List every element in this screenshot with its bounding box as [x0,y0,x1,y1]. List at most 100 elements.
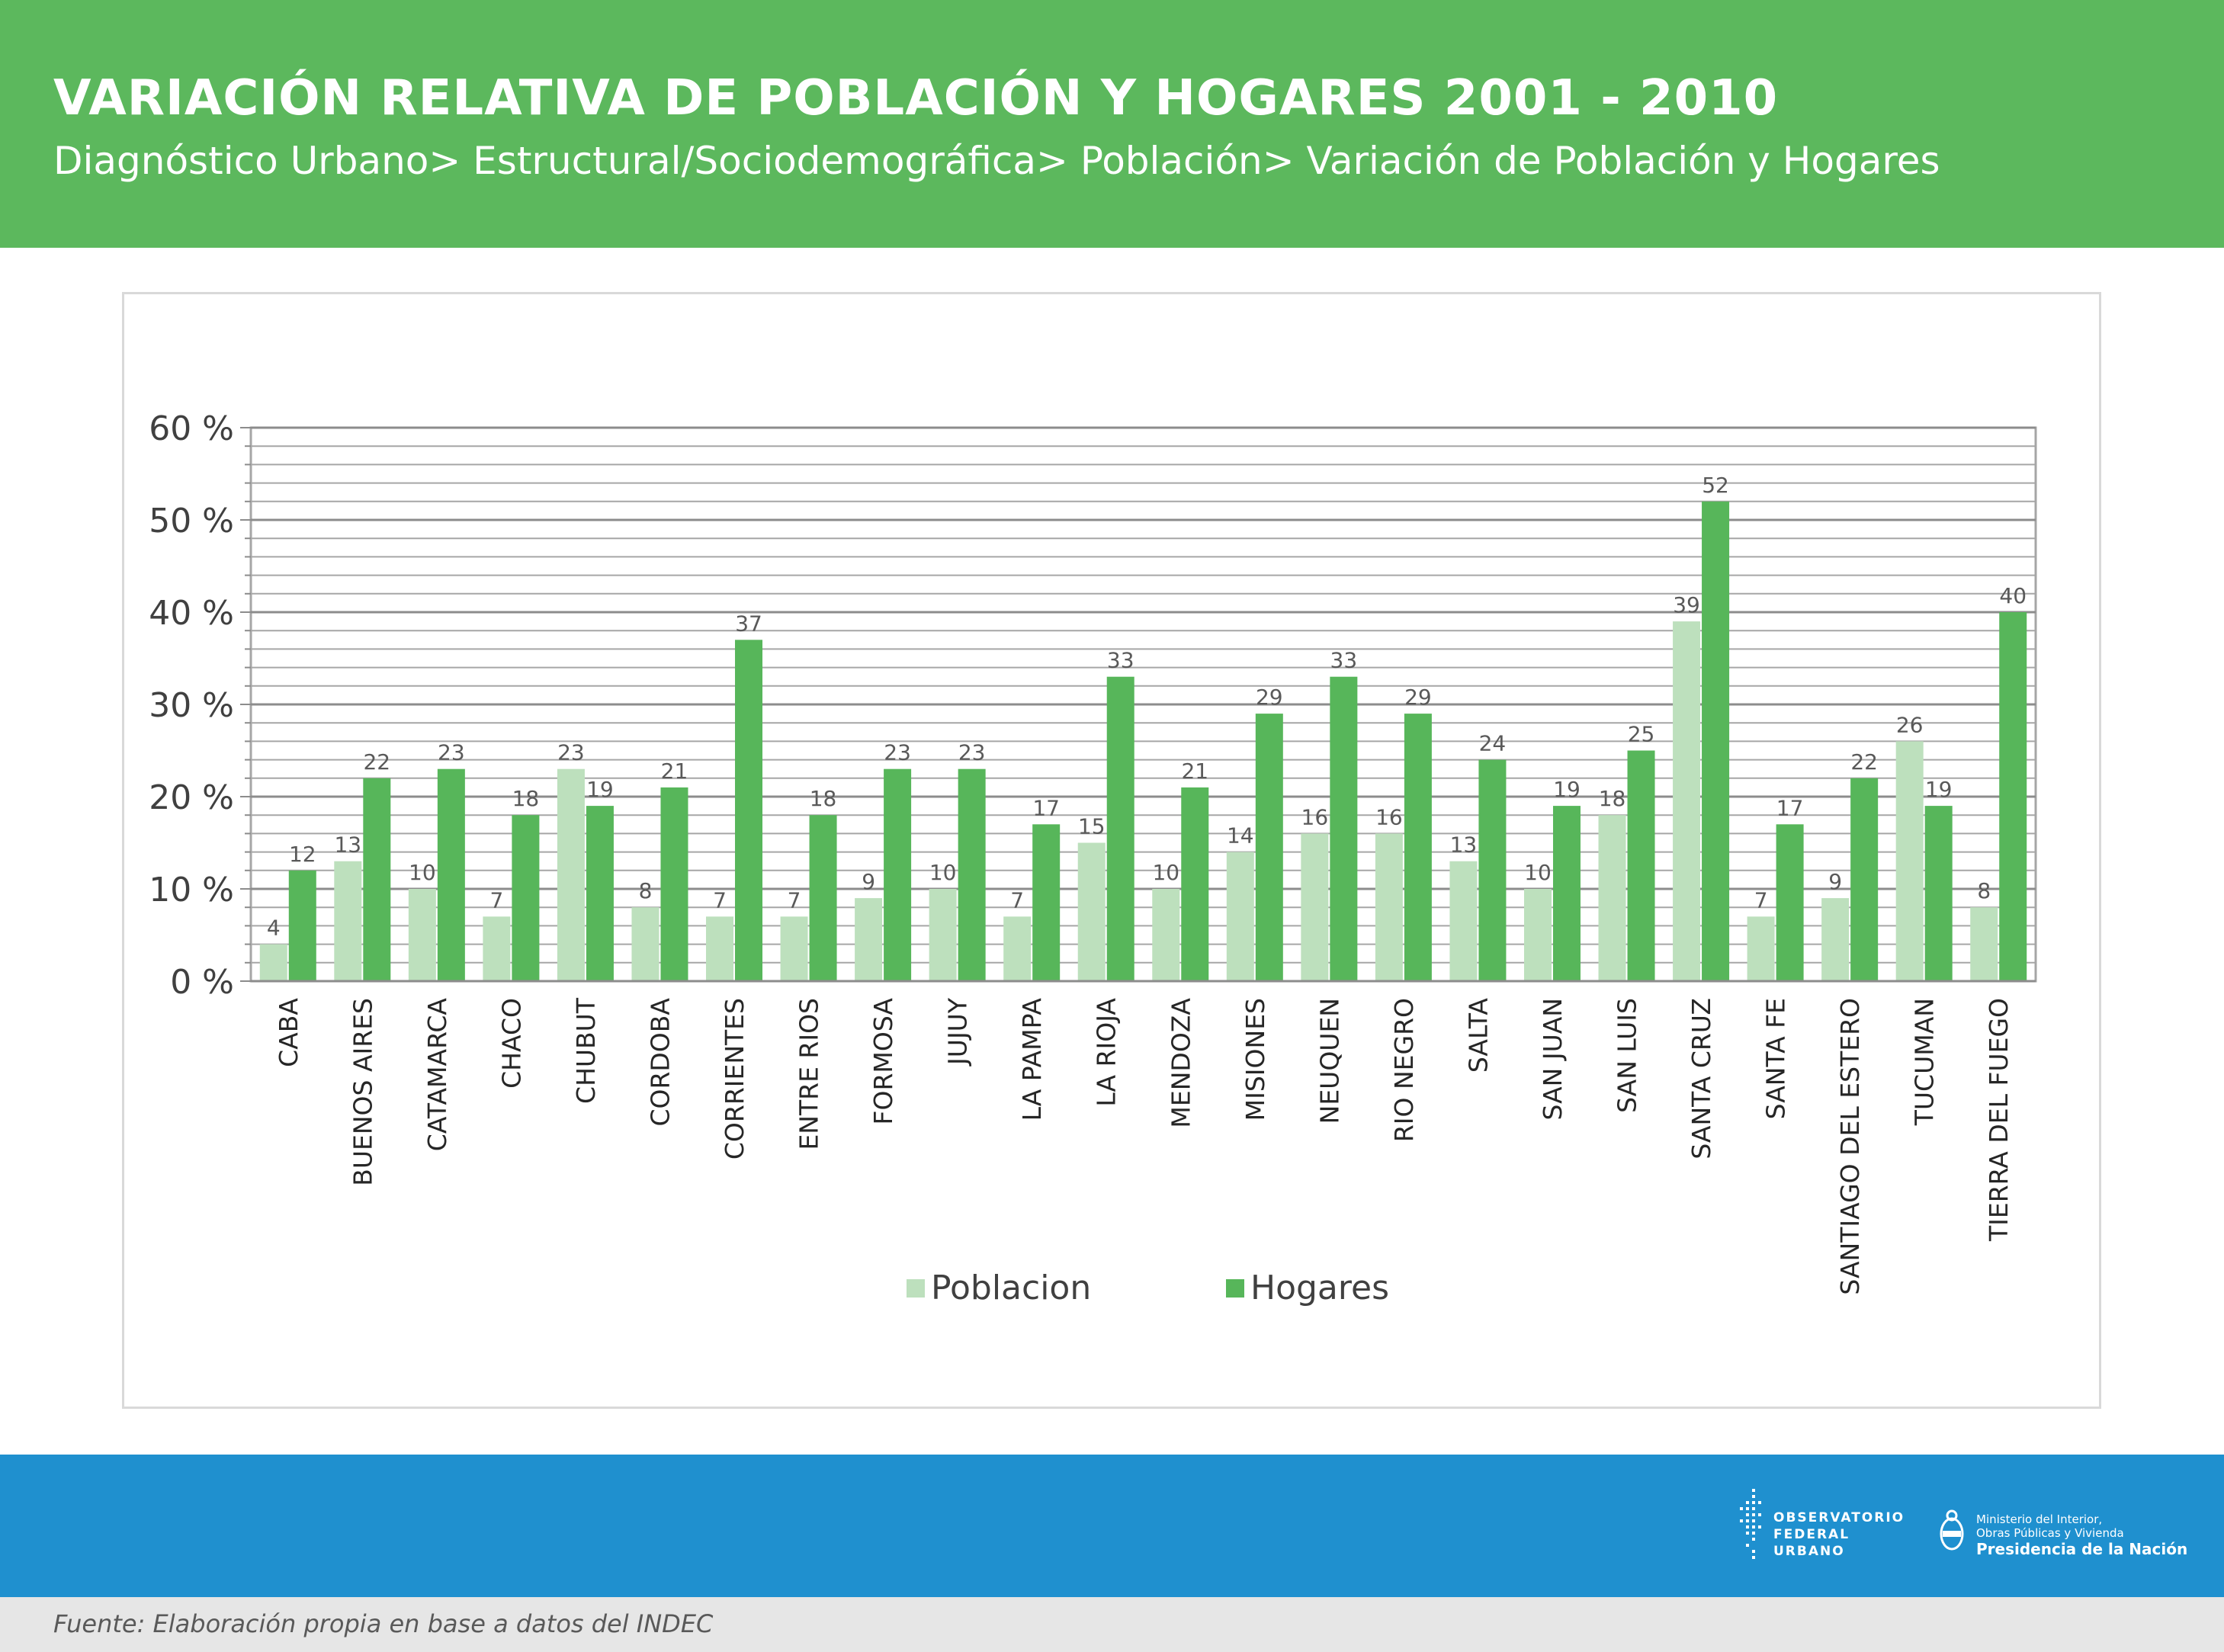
data-label: 10 [409,860,436,885]
footer-band: OBSERVATORIO FEDERAL URBANO Ministerio d… [0,1455,2224,1597]
source-note: Fuente: Elaboración propia en base a dat… [53,1609,714,1638]
dots-mark-icon [1740,1489,1761,1559]
source-band: Fuente: Elaboración propia en base a dat… [0,1597,2224,1652]
legend-swatch-poblacion [907,1279,925,1298]
data-label: 18 [512,786,540,811]
x-tick-label: CABA [274,998,303,1067]
bar-poblacion [1375,833,1403,981]
bar-poblacion [334,861,362,981]
y-tick-label: 0 % [170,963,234,1002]
x-tick-label: CHACO [496,998,526,1089]
data-label: 8 [1977,878,1991,903]
data-label: 10 [1152,860,1179,885]
bar-hogares [437,768,465,981]
data-label: 25 [1628,722,1655,747]
x-tick-label: SALTA [1463,998,1493,1073]
x-tick-label: NEUQUEN [1314,998,1344,1124]
chart-card: 0 % 10 % 20 % 30 % 40 % 50 % 60 % 4 12 CABA 13 22 BU… [122,292,2101,1409]
bar-hogares [1106,676,1134,981]
x-tick-label: CATAMARCA [422,998,452,1152]
x-tick-label: SANTIAGO DEL ESTERO [1835,998,1865,1295]
legend-label-poblacion: Poblacion [931,1269,1091,1307]
bar-hogares [1032,824,1061,981]
bar-hogares [884,768,912,981]
bar-poblacion [1523,889,1552,981]
bar-hogares [1330,676,1358,981]
x-tick-label: TIERRA DEL FUEGO [1984,998,2014,1242]
bar-poblacion [929,889,957,981]
ministerio-line-1: Ministerio del Interior, [1976,1512,2103,1526]
bar-poblacion [408,889,436,981]
bar-hogares [1776,824,1804,981]
data-label: 7 [1010,887,1024,913]
y-tick-label: 30 % [149,686,234,725]
bar-hogares [1552,806,1581,981]
bar-hogares [1702,501,1730,981]
data-label: 14 [1227,823,1254,848]
bar-poblacion [1821,898,1850,981]
x-tick-label: SANTA CRUZ [1686,998,1716,1160]
data-label: 7 [489,887,503,913]
legend-swatch-hogares [1226,1279,1244,1298]
x-tick-label: SAN LUIS [1613,998,1642,1113]
bar-poblacion [259,944,287,981]
bar-hogares [660,787,688,981]
data-label: 7 [1754,887,1768,913]
breadcrumb: Diagnóstico Urbano> Estructural/Sociodem… [53,139,1940,183]
data-label: 22 [1850,749,1878,775]
bar-poblacion [1598,815,1626,981]
data-label: 7 [788,887,801,913]
data-label: 29 [1256,685,1283,710]
observatorio-logo: OBSERVATORIO FEDERAL URBANO [1738,1487,1903,1564]
coat-of-arms-icon [1940,1509,1964,1551]
bar-poblacion [1449,861,1478,981]
logo-line-1: OBSERVATORIO [1773,1510,1905,1525]
data-label: 8 [639,878,653,903]
x-tick-label: LA PAMPA [1017,998,1047,1121]
data-label: 9 [1828,869,1842,894]
y-tick-label: 10 % [149,871,234,909]
data-label: 33 [1107,648,1134,673]
data-label: 17 [1776,795,1804,820]
data-label: 23 [557,740,585,765]
data-label: 18 [1599,786,1626,811]
bar-poblacion [706,916,734,981]
x-tick-label: SAN JUAN [1538,998,1568,1120]
x-tick-label: MENDOZA [1166,998,1195,1128]
y-tick-label: 20 % [149,778,234,817]
data-label: 19 [1553,777,1581,802]
bar-poblacion [1970,907,1998,981]
x-tick-label: FORMOSA [868,998,898,1125]
bar-poblacion [780,916,808,981]
bar-hogares [288,870,316,981]
ministerio-logo: Ministerio del Interior, Obras Públicas … [1937,1508,2188,1561]
data-label: 23 [958,740,986,765]
data-label: 13 [1450,832,1478,858]
bar-hogares [1181,787,1209,981]
bar-hogares [363,778,391,981]
bar-poblacion [1226,852,1254,981]
x-tick-label: SANTA FE [1761,998,1791,1119]
x-tick-label: BUENOS AIRES [348,998,377,1186]
bar-hogares [1478,759,1507,981]
bar-poblacion [1077,842,1106,981]
bar-hogares [1255,714,1283,981]
y-tick-label: 60 % [149,409,234,448]
data-label: 13 [334,832,361,858]
bar-poblacion [855,898,883,981]
bar-poblacion [1152,889,1180,981]
bar-poblacion [557,768,585,981]
data-label: 10 [929,860,957,885]
bar-poblacion [1895,741,1924,981]
x-tick-label: CORRIENTES [720,998,749,1160]
ministerio-line-3: Presidencia de la Nación [1976,1540,2188,1558]
data-label: 26 [1896,712,1924,737]
ministerio-line-2: Obras Públicas y Vivienda [1976,1526,2124,1540]
bar-hogares [1404,714,1432,981]
x-tick-label: MISIONES [1240,998,1270,1121]
data-label: 24 [1479,731,1507,756]
logo-line-2: FEDERAL [1773,1527,1850,1542]
bar-hogares [735,640,763,981]
y-tick-label: 40 % [149,594,234,633]
data-label: 39 [1673,592,1700,617]
